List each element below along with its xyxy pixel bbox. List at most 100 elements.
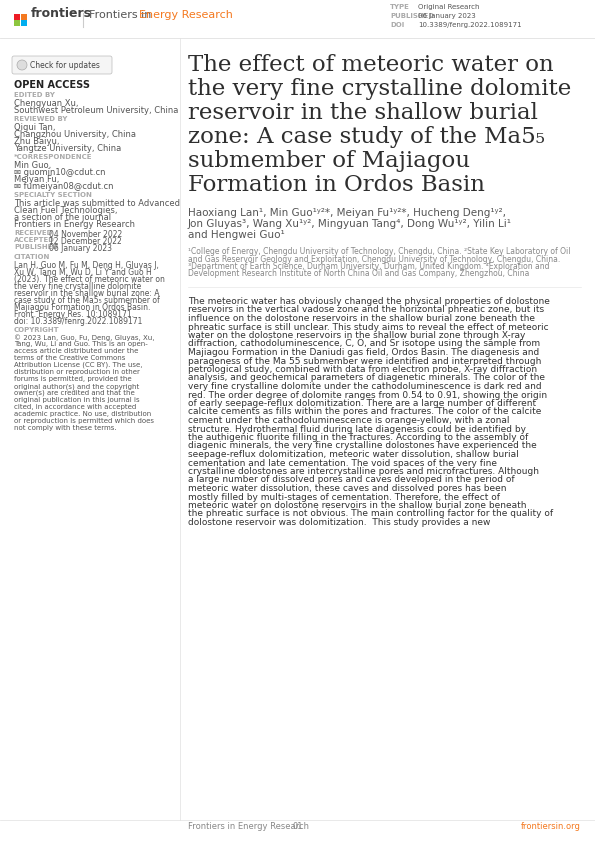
Text: 10.3389/fenrg.2022.1089171: 10.3389/fenrg.2022.1089171 [418, 22, 522, 28]
Text: (2023). The effect of meteoric water on: (2023). The effect of meteoric water on [14, 275, 165, 284]
Text: academic practice. No use, distribution: academic practice. No use, distribution [14, 411, 151, 417]
Text: Changzhou University, China: Changzhou University, China [14, 130, 136, 139]
Text: not comply with these terms.: not comply with these terms. [14, 425, 117, 431]
Text: REVIEWED BY: REVIEWED BY [14, 116, 67, 122]
Text: Formation in Ordos Basin: Formation in Ordos Basin [188, 174, 485, 196]
Text: COPYRIGHT: COPYRIGHT [14, 327, 60, 333]
Text: SPECIALTY SECTION: SPECIALTY SECTION [14, 192, 92, 198]
Bar [14, 14, 20, 20]
Bar [21, 20, 27, 26]
Text: of early seepage-reflux dolomitization. There are a large number of different: of early seepage-reflux dolomitization. … [188, 399, 536, 408]
Text: frontiersin.org: frontiersin.org [521, 822, 581, 831]
Text: Attribution License (CC BY). The use,: Attribution License (CC BY). The use, [14, 362, 142, 369]
Text: or reproduction is permitted which does: or reproduction is permitted which does [14, 418, 154, 424]
Text: Min Guo,: Min Guo, [14, 161, 51, 170]
Text: PUBLISHED: PUBLISHED [390, 13, 434, 19]
Text: Xu W, Tang M, Wu D, Li Y and Guo H: Xu W, Tang M, Wu D, Li Y and Guo H [14, 268, 152, 277]
Text: ³Department of Earth Science, Durham University, Durham, United Kingdom. ⁴Explor: ³Department of Earth Science, Durham Uni… [188, 262, 550, 271]
Text: 06 January 2023: 06 January 2023 [418, 13, 476, 19]
Text: ¹College of Energy, Chengdu University of Technology, Chengdu, China. ²State Key: ¹College of Energy, Chengdu University o… [188, 247, 571, 256]
Text: Frontiers in Energy Research: Frontiers in Energy Research [14, 220, 135, 229]
Text: cementation and late cementation. The void spaces of the very fine: cementation and late cementation. The vo… [188, 459, 497, 467]
Text: diagenic minerals, the very fine crystalline dolostones have experienced the: diagenic minerals, the very fine crystal… [188, 441, 537, 450]
Text: petrological study, combined with data from electron probe, X-ray diffraction: petrological study, combined with data f… [188, 365, 537, 374]
Text: Tang, Wu, Li and Guo. This is an open-: Tang, Wu, Li and Guo. This is an open- [14, 341, 148, 347]
Text: This article was submitted to Advanced: This article was submitted to Advanced [14, 199, 180, 208]
Text: PUBLISHED: PUBLISHED [14, 244, 58, 250]
Text: meteoric water dissolution, these caves and dissolved pores has been: meteoric water dissolution, these caves … [188, 484, 506, 493]
Text: 12 December 2022: 12 December 2022 [49, 237, 122, 246]
Text: reservoir in the shallow burial zone: A: reservoir in the shallow burial zone: A [14, 289, 159, 298]
Text: © 2023 Lan, Guo, Fu, Deng, Gluyas, Xu,: © 2023 Lan, Guo, Fu, Deng, Gluyas, Xu, [14, 334, 155, 341]
Text: zone: A case study of the Ma5₅: zone: A case study of the Ma5₅ [188, 126, 545, 148]
Text: structure. Hydrothermal fluid during late diagenesis could be identified by: structure. Hydrothermal fluid during lat… [188, 424, 526, 434]
Text: 06 January 2023: 06 January 2023 [49, 244, 112, 253]
Text: seepage-reflux dolomitization, meteoric water dissolution, shallow burial: seepage-reflux dolomitization, meteoric … [188, 450, 519, 459]
Text: TYPE: TYPE [390, 4, 410, 10]
Text: cement under the cathodoluminescence is orange-yellow, with a zonal: cement under the cathodoluminescence is … [188, 416, 509, 425]
Text: ✉ guomin10@cdut.cn: ✉ guomin10@cdut.cn [14, 168, 105, 177]
Text: DOI: DOI [390, 22, 404, 28]
Text: original publication in this journal is: original publication in this journal is [14, 397, 140, 403]
Text: doi: 10.3389/fenrg.2022.1089171: doi: 10.3389/fenrg.2022.1089171 [14, 317, 142, 326]
Text: Chengyuan Xu,: Chengyuan Xu, [14, 99, 79, 108]
Text: Frontiers in: Frontiers in [89, 10, 155, 20]
Text: analysis, and geochemical parameters of diagenetic minerals. The color of the: analysis, and geochemical parameters of … [188, 374, 545, 382]
Text: water on the dolostone reservoirs in the shallow burial zone through X-ray: water on the dolostone reservoirs in the… [188, 331, 525, 340]
Text: a section of the journal: a section of the journal [14, 213, 111, 222]
FancyBboxPatch shape [12, 56, 112, 74]
Text: mostly filled by multi-stages of cementation. Therefore, the effect of: mostly filled by multi-stages of cementa… [188, 493, 500, 502]
Text: red. The order degree of dolomite ranges from 0.54 to 0.91, showing the origin: red. The order degree of dolomite ranges… [188, 391, 547, 399]
Text: very fine crystalline dolomite under the cathodoluminescence is dark red and: very fine crystalline dolomite under the… [188, 382, 541, 391]
Text: frontiers: frontiers [31, 7, 92, 20]
Text: owner(s) are credited and that the: owner(s) are credited and that the [14, 390, 134, 397]
Text: and Gas Reservoir Geology and Exploitation, Chengdu University of Technology, Ch: and Gas Reservoir Geology and Exploitati… [188, 254, 560, 264]
Text: The meteoric water has obviously changed the physical properties of dolostone: The meteoric water has obviously changed… [188, 297, 550, 306]
Text: Majiagou Formation in Ordos Basin.: Majiagou Formation in Ordos Basin. [14, 303, 151, 312]
Text: submember of Majiagou: submember of Majiagou [188, 150, 470, 172]
Text: reservoirs in the vertical vadose zone and the horizontal phreatic zone, but its: reservoirs in the vertical vadose zone a… [188, 306, 544, 315]
Text: Meiyan Fu,: Meiyan Fu, [14, 175, 60, 184]
Circle shape [17, 60, 27, 70]
Text: Development Research Institute of North China Oil and Gas Company, Zhengzhou, Ch: Development Research Institute of North … [188, 269, 530, 279]
Text: reservoir in the shallow burial: reservoir in the shallow burial [188, 102, 538, 124]
Text: access article distributed under the: access article distributed under the [14, 348, 139, 354]
Text: meteoric water on dolostone reservoirs in the shallow burial zone beneath: meteoric water on dolostone reservoirs i… [188, 501, 527, 510]
Text: Check for updates: Check for updates [30, 61, 100, 70]
Text: phreatic surface is still unclear. This study aims to reveal the effect of meteo: phreatic surface is still unclear. This … [188, 322, 549, 332]
Text: distribution or reproduction in other: distribution or reproduction in other [14, 369, 140, 375]
Text: case study of the Ma5₅ submember of: case study of the Ma5₅ submember of [14, 296, 159, 305]
Text: Clean Fuel Technologies,: Clean Fuel Technologies, [14, 206, 117, 215]
Text: Original Research: Original Research [418, 4, 480, 10]
Text: ✉ fumeiyan08@cdut.cn: ✉ fumeiyan08@cdut.cn [14, 182, 114, 191]
Text: terms of the Creative Commons: terms of the Creative Commons [14, 355, 126, 361]
Text: diffraction, cathodoluminescence, C, O, and Sr isotope using the sample from: diffraction, cathodoluminescence, C, O, … [188, 339, 540, 349]
Text: a large number of dissolved pores and caves developed in the period of: a large number of dissolved pores and ca… [188, 476, 515, 484]
Text: parageness of the Ma 55 submember were identified and interpreted through: parageness of the Ma 55 submember were i… [188, 356, 541, 365]
Text: and Hengwei Guo¹: and Hengwei Guo¹ [188, 230, 285, 240]
Text: influence on the dolostone reservoirs in the shallow burial zone beneath the: influence on the dolostone reservoirs in… [188, 314, 535, 323]
Text: Energy Research: Energy Research [139, 10, 233, 20]
Text: Yangtze University, China: Yangtze University, China [14, 144, 121, 153]
Text: calcite cements as fills within the pores and fractures. The color of the calcit: calcite cements as fills within the pore… [188, 408, 541, 417]
Text: the authigenic fluorite filling in the fractures. According to the assembly of: the authigenic fluorite filling in the f… [188, 433, 528, 442]
Text: EDITED BY: EDITED BY [14, 92, 55, 98]
Text: Lan H, Guo M, Fu M, Deng H, Gluyas J,: Lan H, Guo M, Fu M, Deng H, Gluyas J, [14, 261, 159, 270]
Text: original author(s) and the copyright: original author(s) and the copyright [14, 383, 139, 390]
Text: Zhu Baiyu,: Zhu Baiyu, [14, 137, 60, 146]
Text: Qigui Tan,: Qigui Tan, [14, 123, 55, 132]
Text: The effect of meteoric water on: The effect of meteoric water on [188, 54, 553, 76]
Text: dolostone reservoir was dolomitization.  This study provides a new: dolostone reservoir was dolomitization. … [188, 518, 490, 527]
Text: cited, in accordance with accepted: cited, in accordance with accepted [14, 404, 136, 410]
Text: 04 November 2022: 04 November 2022 [49, 230, 122, 239]
Text: Jon Gluyas³, Wang Xu¹ʸ², Mingyuan Tang⁴, Dong Wu¹ʸ², Yilin Li¹: Jon Gluyas³, Wang Xu¹ʸ², Mingyuan Tang⁴,… [188, 219, 512, 229]
Text: the very fine crystalline dolomite: the very fine crystalline dolomite [188, 78, 571, 100]
Text: CITATION: CITATION [14, 254, 51, 260]
Text: Haoxiang Lan¹, Min Guo¹ʸ²*, Meiyan Fu¹ʸ²*, Hucheng Deng¹ʸ²,: Haoxiang Lan¹, Min Guo¹ʸ²*, Meiyan Fu¹ʸ²… [188, 208, 506, 218]
Text: ACCEPTED: ACCEPTED [14, 237, 55, 243]
Bar [21, 14, 27, 20]
Text: the very fine crystalline dolomite: the very fine crystalline dolomite [14, 282, 141, 291]
Text: RECEIVED: RECEIVED [14, 230, 52, 236]
Text: 01: 01 [292, 822, 303, 831]
Text: crystalline dolostones are intercrystalline pores and microfractures. Although: crystalline dolostones are intercrystall… [188, 467, 539, 476]
